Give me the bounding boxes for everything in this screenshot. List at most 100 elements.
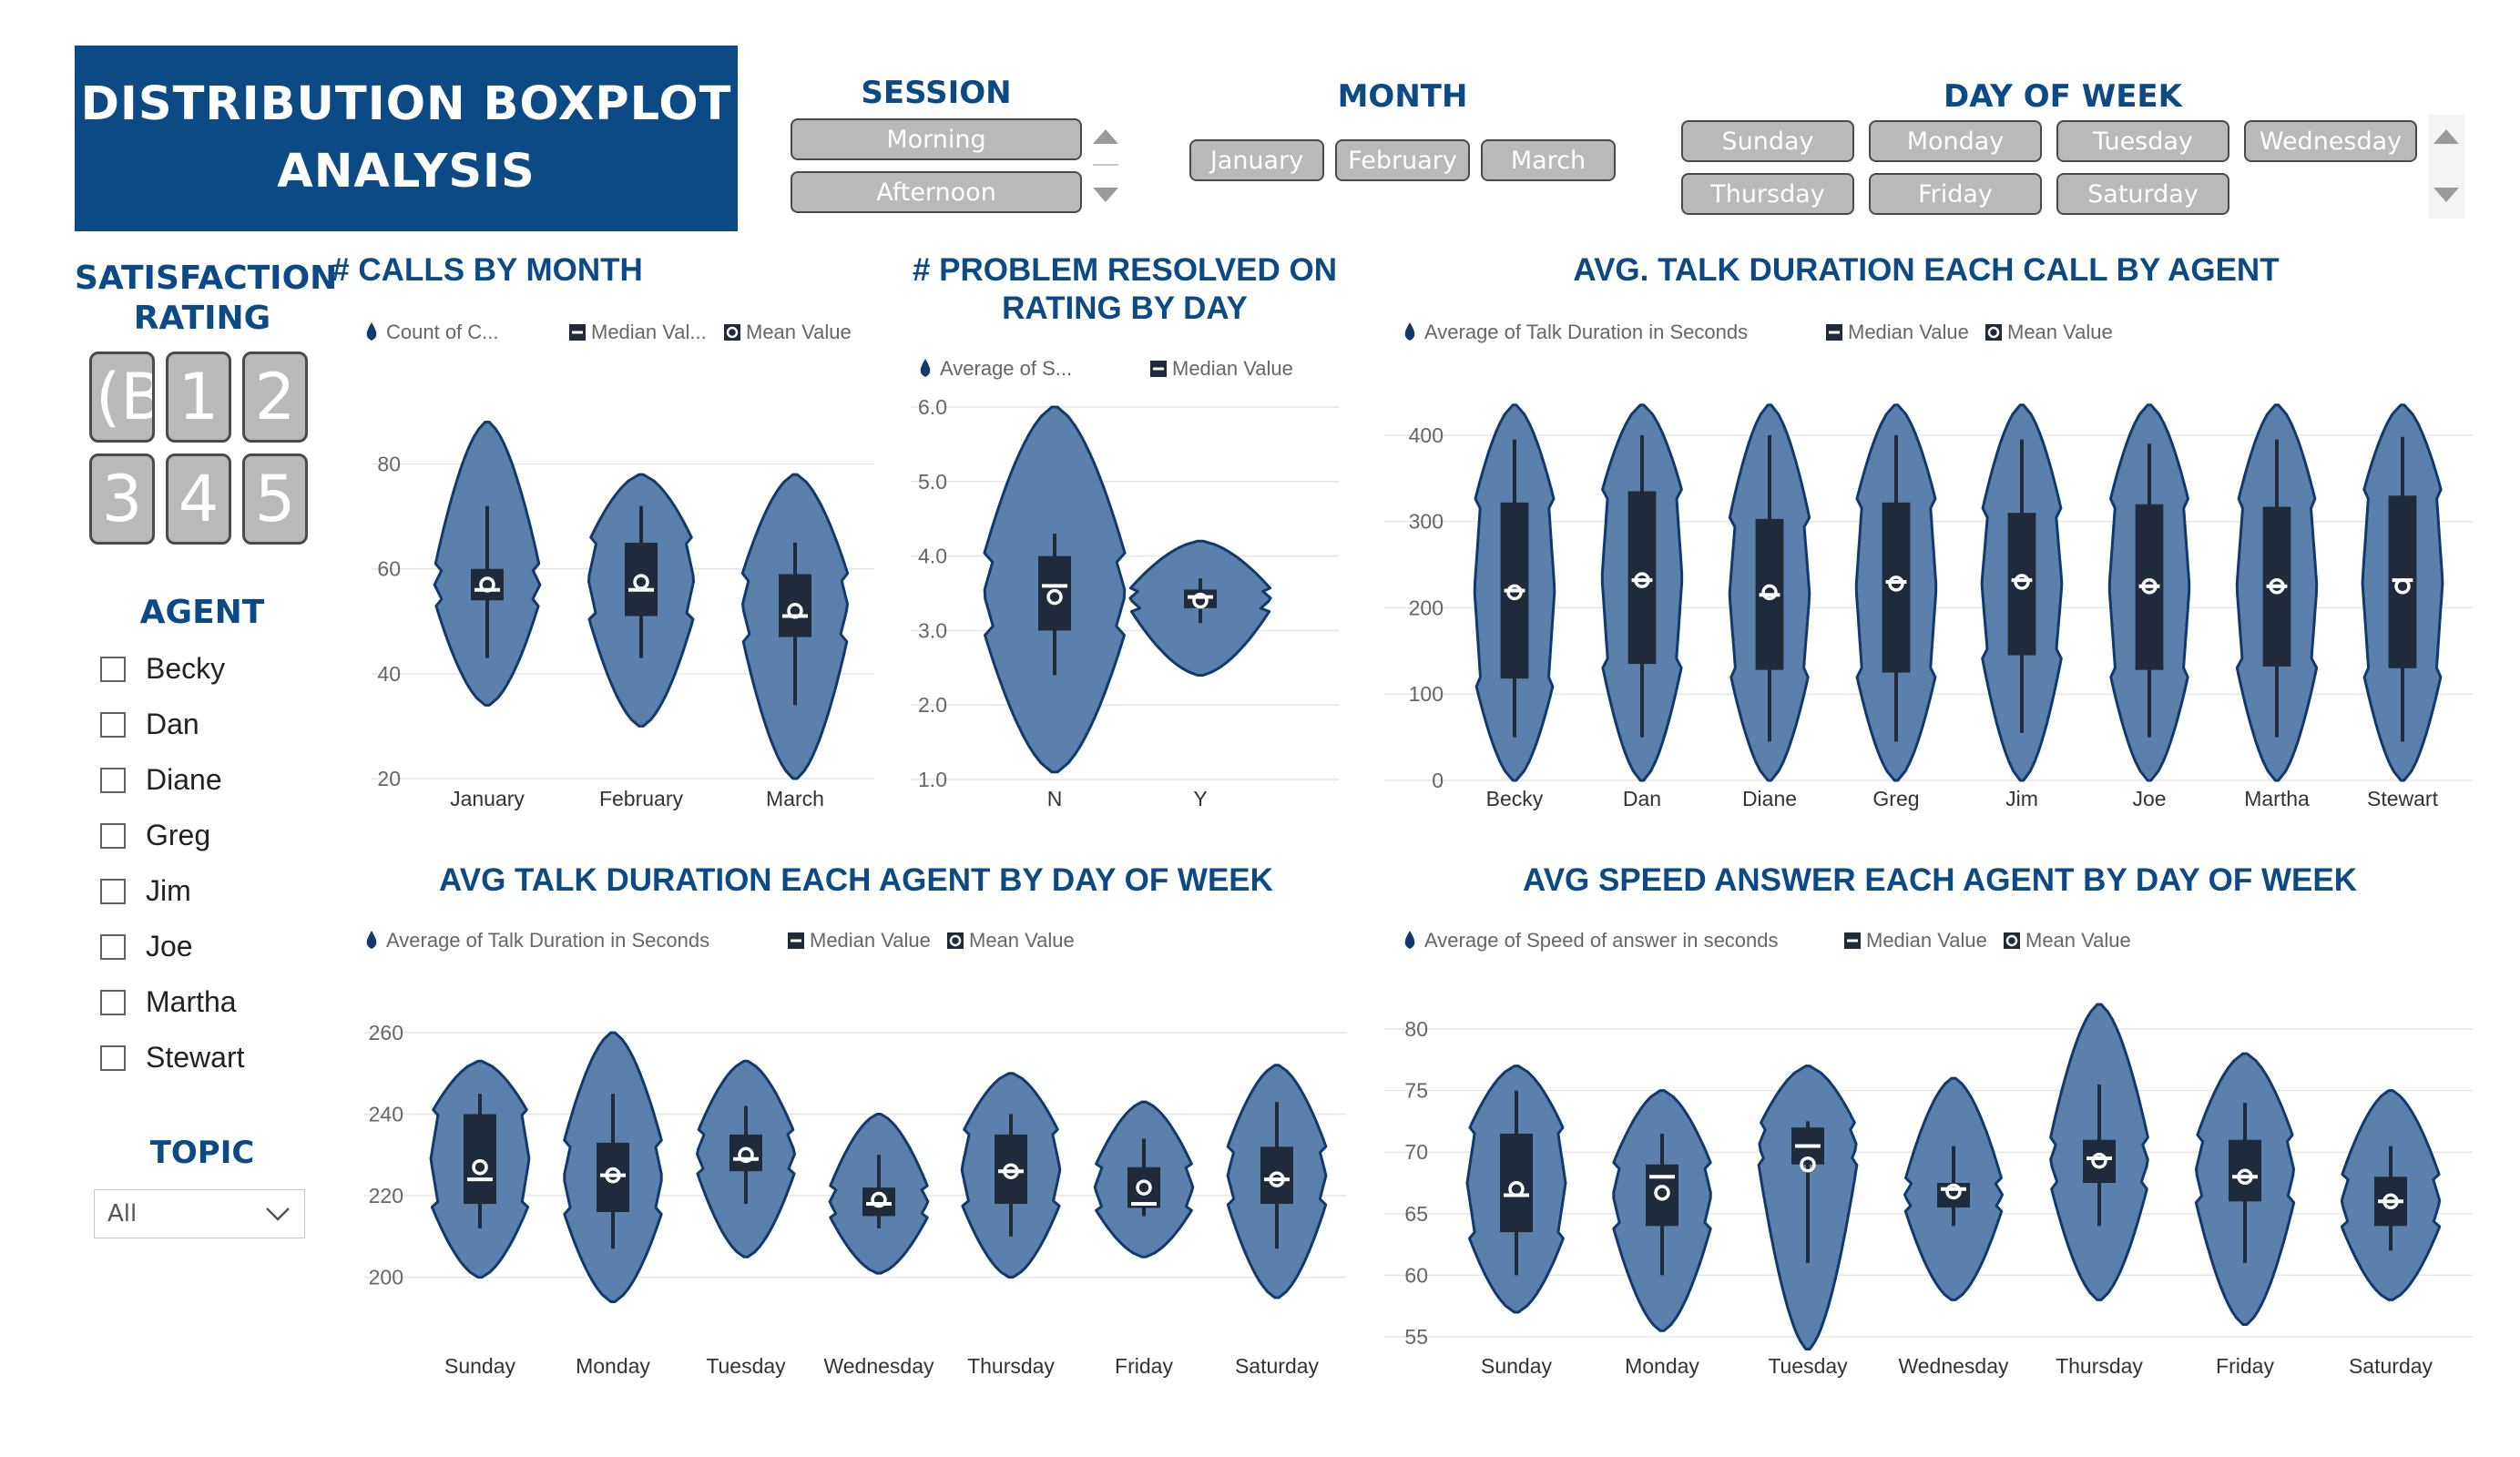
checkbox-icon[interactable] xyxy=(100,989,126,1015)
session-scroll-down-icon[interactable] xyxy=(1093,188,1118,202)
mean-legend-icon xyxy=(2004,932,2020,949)
iqr-box xyxy=(464,1114,496,1205)
mean-marker xyxy=(1654,1185,1670,1201)
y-tick-label: 200 xyxy=(1409,596,1444,619)
mean-marker xyxy=(871,1191,887,1208)
session-scrollbar[interactable] xyxy=(1093,164,1118,166)
agent-option-label: Greg xyxy=(146,819,211,851)
topic-dropdown[interactable]: All xyxy=(94,1189,305,1238)
agent-option-becky[interactable]: Becky xyxy=(100,641,244,697)
day-option-sunday[interactable]: Sunday xyxy=(1681,120,1854,162)
agent-option-dan[interactable]: Dan xyxy=(100,697,244,752)
chart-speed-by-day: AVG SPEED ANSWER EACH AGENT BY DAY OF WE… xyxy=(1384,862,2473,1378)
y-tick-label: 0 xyxy=(1432,769,1444,792)
rating-tile-blank[interactable]: (B xyxy=(89,352,155,443)
x-category-label: March xyxy=(766,787,824,810)
checkbox-icon[interactable] xyxy=(100,822,126,849)
day-option-monday[interactable]: Monday xyxy=(1869,120,2042,162)
day-scroll-up-icon[interactable] xyxy=(2433,129,2459,144)
mean-marker xyxy=(1508,1181,1525,1197)
x-category-label: Wednesday xyxy=(823,1354,934,1378)
satisfaction-title-line1: SATISFACTION xyxy=(75,260,338,297)
legend-label: Count of C... xyxy=(386,321,499,343)
iqr-box xyxy=(1627,491,1657,665)
violin-february: February xyxy=(587,473,695,810)
checkbox-icon[interactable] xyxy=(100,656,126,682)
agent-option-diane[interactable]: Diane xyxy=(100,752,244,808)
agent-option-label: Diane xyxy=(146,763,222,796)
chart-title: AVG TALK DURATION EACH AGENT BY DAY OF W… xyxy=(439,862,1273,898)
day-option-saturday[interactable]: Saturday xyxy=(2056,173,2229,215)
x-category-label: Friday xyxy=(2216,1354,2274,1378)
chart-talk-by-agent: AVG. TALK DURATION EACH CALL BY AGENT Ave… xyxy=(1384,252,2473,810)
violin-joe: Joe xyxy=(2107,403,2191,810)
topic-slicer-title: TOPIC xyxy=(149,1135,255,1171)
mean-marker xyxy=(1800,1156,1816,1173)
agent-option-stewart[interactable]: Stewart xyxy=(100,1030,244,1085)
y-tick-label: 55 xyxy=(1404,1325,1428,1349)
violin-diane: Diane xyxy=(1728,403,1811,810)
mean-marker xyxy=(2141,578,2158,595)
checkbox-icon[interactable] xyxy=(100,767,126,793)
day-option-wednesday[interactable]: Wednesday xyxy=(2244,120,2417,162)
agent-option-martha[interactable]: Martha xyxy=(100,974,244,1030)
checkbox-icon[interactable] xyxy=(100,711,126,738)
checkbox-icon[interactable] xyxy=(100,933,126,960)
session-option-afternoon[interactable]: Afternoon xyxy=(791,171,1082,213)
y-tick-label: 6.0 xyxy=(918,395,947,419)
day-scroll-down-icon[interactable] xyxy=(2433,188,2459,202)
report-title-line1: DISTRIBUTION BOXPLOT xyxy=(80,77,732,131)
iqr-box xyxy=(471,568,504,601)
violin-tuesday: Tuesday xyxy=(696,1059,796,1378)
chart-title: # PROBLEM RESOLVED ON xyxy=(913,252,1337,288)
y-tick-label: 260 xyxy=(369,1021,403,1044)
y-tick-label: 2.0 xyxy=(918,693,947,717)
iqr-box xyxy=(729,1134,762,1172)
month-option-march[interactable]: March xyxy=(1481,139,1616,181)
iqr-box xyxy=(625,542,658,616)
violin-thursday: Thursday xyxy=(960,1072,1062,1378)
mean-marker xyxy=(605,1167,621,1184)
x-category-label: Saturday xyxy=(2349,1354,2433,1378)
rating-tile-5[interactable]: 5 xyxy=(242,453,308,545)
y-tick-label: 40 xyxy=(377,662,401,686)
y-tick-label: 4.0 xyxy=(918,545,947,568)
x-category-label: Sunday xyxy=(1481,1354,1553,1378)
checkbox-icon[interactable] xyxy=(100,878,126,904)
session-option-morning[interactable]: Morning xyxy=(791,118,1082,160)
rating-tile-1[interactable]: 1 xyxy=(166,352,231,443)
legend-label: Mean Value xyxy=(2025,929,2131,952)
violin-legend-icon xyxy=(366,931,377,949)
rating-tile-3[interactable]: 3 xyxy=(89,453,155,545)
chevron-down-icon xyxy=(266,1207,290,1221)
x-category-label: N xyxy=(1047,787,1063,810)
agent-option-greg[interactable]: Greg xyxy=(100,808,244,863)
chart-title: RATING BY DAY xyxy=(1002,290,1248,326)
checkbox-icon[interactable] xyxy=(100,1044,126,1071)
x-category-label: Joe xyxy=(2132,787,2166,810)
x-category-label: February xyxy=(599,787,684,810)
mean-marker xyxy=(633,574,649,590)
agent-option-jim[interactable]: Jim xyxy=(100,863,244,919)
mean-legend-dot xyxy=(2005,934,2018,947)
mean-marker xyxy=(2014,574,2030,590)
chart-title: AVG. TALK DURATION EACH CALL BY AGENT xyxy=(1573,252,2279,288)
day-option-thursday[interactable]: Thursday xyxy=(1681,173,1854,215)
topic-selected-value: All xyxy=(107,1200,138,1228)
rating-tile-2[interactable]: 2 xyxy=(242,352,308,443)
x-category-label: Monday xyxy=(1625,1354,1699,1378)
month-slicer-title: MONTH xyxy=(1337,78,1468,115)
agent-option-joe[interactable]: Joe xyxy=(100,919,244,974)
mean-marker xyxy=(1192,592,1209,609)
month-option-february[interactable]: February xyxy=(1335,139,1470,181)
rating-tile-4[interactable]: 4 xyxy=(166,453,231,545)
day-option-tuesday[interactable]: Tuesday xyxy=(2056,120,2229,162)
month-option-january[interactable]: January xyxy=(1189,139,1324,181)
x-category-label: Thursday xyxy=(967,1354,1055,1378)
iqr-box xyxy=(1038,555,1071,631)
session-scroll-up-icon[interactable] xyxy=(1093,129,1118,144)
satisfaction-slicer-title: SATISFACTION RATING xyxy=(75,259,338,339)
violin-march: March xyxy=(740,473,850,810)
day-option-friday[interactable]: Friday xyxy=(1869,173,2042,215)
x-category-label: Martha xyxy=(2244,787,2310,810)
